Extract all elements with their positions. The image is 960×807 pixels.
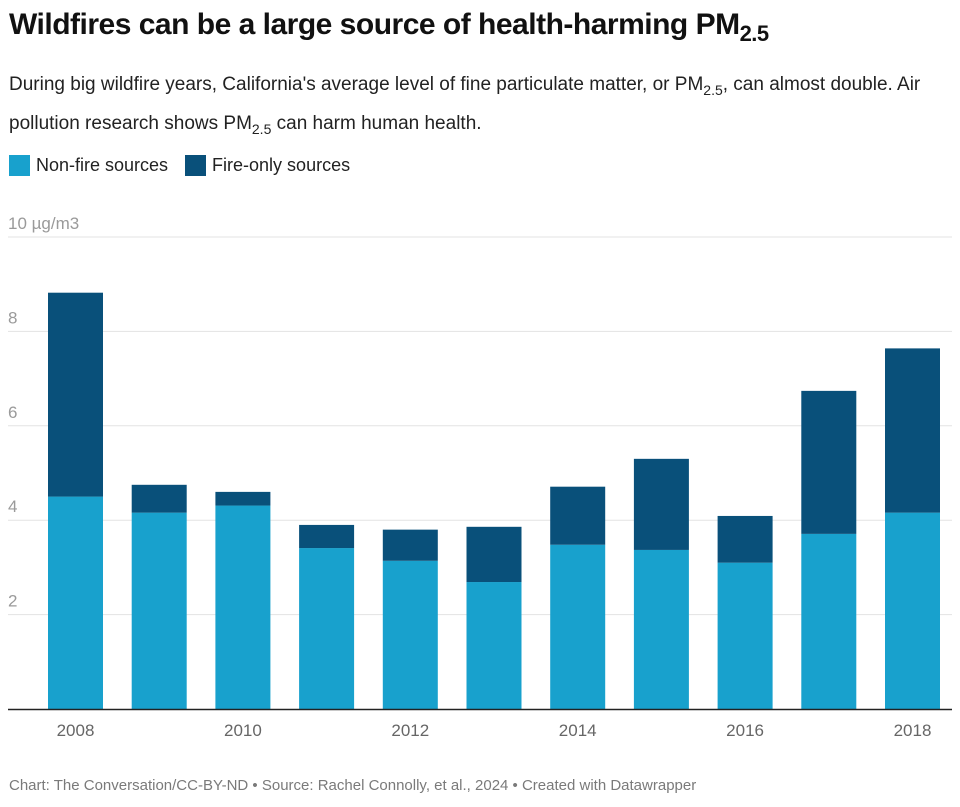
legend-label-fire-only: Fire-only sources xyxy=(212,155,351,175)
bar-fire-only-2011 xyxy=(299,524,355,549)
subtitle-subscript-1: 2.5 xyxy=(703,82,723,98)
bar-non-fire-2008 xyxy=(48,496,103,709)
bar-non-fire-2010 xyxy=(215,505,271,709)
bar-fire-only-2016 xyxy=(717,515,773,563)
legend-label-non-fire: Non-fire sources xyxy=(36,155,169,175)
stacked-bar-chart: 2 4 6 8 10 µg/m3 2008 2010 2012 2014 2016 2018 xyxy=(8,214,952,740)
y-tick-label: 10 µg/m3 xyxy=(8,214,79,233)
bar-fire-only-2012 xyxy=(382,529,438,561)
bar-non-fire-2009 xyxy=(131,512,187,709)
bar-non-fire-2015 xyxy=(633,549,689,709)
y-tick-label: 4 xyxy=(8,497,17,516)
x-axis: 2008 2010 2012 2014 2016 2018 xyxy=(8,708,952,740)
x-tick-label: 2014 xyxy=(559,721,597,740)
bars xyxy=(48,292,940,709)
x-tick-label: 2016 xyxy=(726,721,764,740)
subtitle-subscript-2: 2.5 xyxy=(251,121,272,137)
subtitle-text-3: can harm human health. xyxy=(271,113,482,134)
legend-swatch-fire-only xyxy=(185,155,207,176)
subtitle-text-2: , can almost double. Air pollution resea… xyxy=(9,74,921,134)
subtitle-text-1: During big wildfire years, California's … xyxy=(9,74,704,95)
legend-item-fire-only: Fire-only sources xyxy=(185,155,350,176)
chart-footer-credits: Chart: The Conversation/CC-BY-ND • Sourc… xyxy=(9,777,697,794)
x-tick-label: 2012 xyxy=(391,721,429,740)
bar-fire-only-2014 xyxy=(550,486,606,545)
chart-title: Wildfires can be a large source of healt… xyxy=(9,8,769,47)
gridlines: 2 4 6 8 10 µg/m3 xyxy=(8,214,952,616)
x-tick-label: 2018 xyxy=(894,721,932,740)
bar-non-fire-2011 xyxy=(299,548,355,709)
x-tick-label: 2010 xyxy=(224,721,262,740)
title-subscript: 2.5 xyxy=(739,21,770,46)
bar-fire-only-2015 xyxy=(633,458,689,550)
bar-non-fire-2014 xyxy=(550,544,606,709)
bar-fire-only-2010 xyxy=(215,491,271,506)
legend-item-non-fire: Non-fire sources xyxy=(9,155,168,176)
bar-fire-only-2018 xyxy=(885,348,940,513)
bar-fire-only-2017 xyxy=(801,390,857,534)
bar-non-fire-2012 xyxy=(382,560,438,709)
bar-fire-only-2013 xyxy=(466,526,522,583)
y-tick-label: 8 xyxy=(8,308,17,327)
bar-fire-only-2009 xyxy=(131,484,187,513)
bar-non-fire-2017 xyxy=(801,533,857,709)
legend: Non-fire sources Fire-only sources xyxy=(9,155,367,176)
legend-swatch-non-fire xyxy=(9,155,30,176)
chart-subtitle: During big wildfire years, California's … xyxy=(9,68,959,146)
bar-non-fire-2016 xyxy=(717,562,773,709)
bar-fire-only-2008 xyxy=(48,292,103,497)
y-tick-label: 2 xyxy=(8,592,17,611)
bar-non-fire-2018 xyxy=(885,512,940,709)
y-tick-label: 6 xyxy=(8,403,17,422)
x-tick-label: 2008 xyxy=(57,721,95,740)
bar-non-fire-2013 xyxy=(466,582,522,709)
title-text: Wildfires can be a large source of healt… xyxy=(9,8,740,41)
